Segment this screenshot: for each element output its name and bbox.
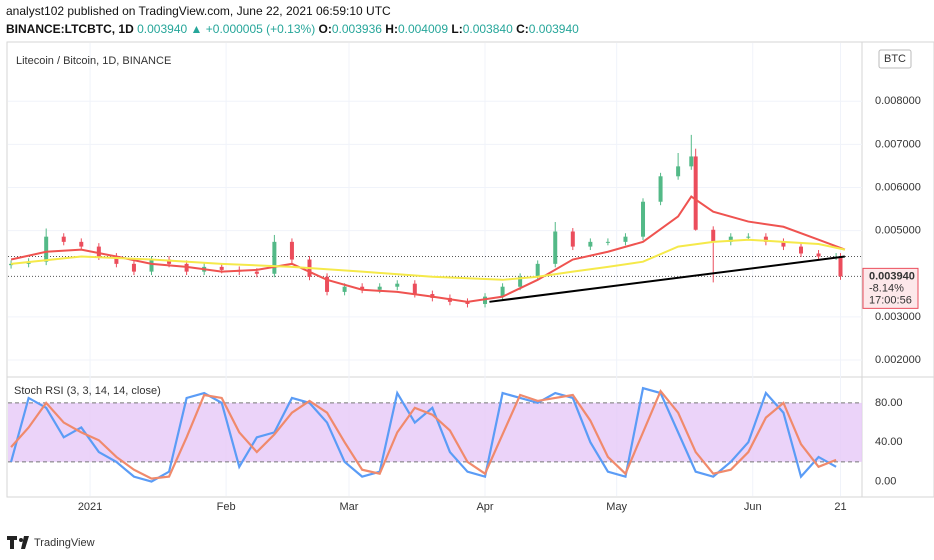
candle-body bbox=[689, 156, 694, 167]
currency[interactable]: BTC bbox=[884, 53, 906, 65]
candle-body bbox=[535, 263, 540, 277]
x-tick-label: Mar bbox=[340, 501, 359, 513]
y-tick-label: 40.00 bbox=[875, 436, 903, 448]
symbol: BINANCE:LTCBTC, 1D bbox=[6, 22, 134, 36]
currency-box[interactable] bbox=[878, 49, 912, 69]
price-timer: 17:00:56 bbox=[869, 294, 912, 306]
candle-body bbox=[711, 229, 716, 242]
candle-body bbox=[746, 236, 751, 238]
candle-body bbox=[623, 236, 628, 242]
y-tick-label: 0.002000 bbox=[875, 354, 921, 366]
candle-body bbox=[377, 286, 382, 290]
candle-body bbox=[676, 166, 681, 177]
frame bbox=[6, 41, 934, 498]
candle-body bbox=[518, 276, 523, 287]
x-tick-label: Apr bbox=[476, 501, 493, 513]
x-tick-label: May bbox=[606, 501, 627, 513]
candle-body bbox=[658, 176, 663, 202]
o-label: O: bbox=[319, 22, 332, 36]
trendline bbox=[489, 255, 846, 303]
candle-body bbox=[763, 236, 768, 242]
plot: 0.002000 0.003000 0.005000 0.006000 0.007000… bbox=[8, 43, 921, 513]
h: 0.004009 bbox=[398, 22, 448, 36]
y-tick-label: 0.003000 bbox=[875, 311, 921, 323]
candle-body bbox=[360, 286, 365, 290]
candle-body bbox=[588, 241, 593, 247]
candle-body bbox=[114, 256, 119, 264]
candle-body bbox=[728, 236, 733, 242]
x-tick-label: 2021 bbox=[78, 501, 102, 513]
candle-body bbox=[500, 286, 505, 297]
main-title: Litecoin / Bitcoin, 1D, BINANCE bbox=[16, 55, 171, 67]
last: 0.003940 bbox=[137, 22, 187, 36]
candle-body bbox=[96, 246, 101, 257]
o: 0.003936 bbox=[332, 22, 382, 36]
rsi-line bbox=[10, 388, 837, 480]
y-tick-label: 0.006000 bbox=[875, 181, 921, 193]
x-tick-label: Feb bbox=[217, 501, 236, 513]
candle-body bbox=[289, 241, 294, 260]
price-change: -8.14% bbox=[869, 282, 904, 294]
y-tick-label: 0.00 bbox=[875, 475, 896, 487]
candle-body bbox=[465, 301, 470, 304]
y-tick-label: 0.007000 bbox=[875, 138, 921, 150]
candle-body bbox=[799, 246, 803, 254]
candle-body bbox=[781, 241, 786, 247]
x-tick-label: 21 bbox=[834, 501, 846, 513]
candle-body bbox=[131, 263, 136, 272]
candle-body bbox=[483, 296, 488, 304]
candle-body bbox=[395, 283, 400, 287]
candle-body bbox=[254, 271, 259, 274]
candle-body bbox=[325, 276, 330, 292]
candle-body bbox=[816, 253, 821, 257]
candle-body bbox=[553, 231, 558, 264]
moving-average bbox=[10, 195, 846, 303]
candle-body bbox=[693, 156, 698, 230]
publish-line: analyst102 published on TradingView.com,… bbox=[6, 4, 391, 18]
y-tick-label: 0.005000 bbox=[875, 225, 921, 237]
c-label: C: bbox=[516, 22, 529, 36]
change: +0.000005 (+0.13%) bbox=[206, 22, 315, 36]
y-tick-label: 0.008000 bbox=[875, 95, 921, 107]
footer-brand: TradingView bbox=[34, 537, 95, 549]
candle-body bbox=[570, 231, 575, 247]
symbol-line: BINANCE:LTCBTC, 1D 0.003940 ▲ +0.000005 … bbox=[6, 22, 579, 36]
candle-body bbox=[641, 201, 646, 237]
candle-body bbox=[838, 256, 843, 277]
l: 0.003840 bbox=[463, 22, 513, 36]
candle-body bbox=[605, 241, 610, 243]
y-tick-label: 80.00 bbox=[875, 397, 903, 409]
x-tick-label: Jun bbox=[744, 501, 762, 513]
l-label: L: bbox=[451, 22, 462, 36]
candle-body bbox=[342, 286, 347, 292]
candle-body bbox=[149, 259, 154, 272]
candle-body bbox=[61, 236, 66, 242]
moving-average bbox=[10, 238, 846, 281]
candle-body bbox=[167, 259, 172, 264]
candle-body bbox=[219, 266, 224, 270]
candle-body bbox=[272, 241, 277, 274]
rsi-title: Stoch RSI (3, 3, 14, 14, close) bbox=[14, 385, 161, 397]
rsi-line bbox=[10, 386, 837, 483]
price-label-box bbox=[862, 267, 919, 309]
tv-logo bbox=[7, 536, 29, 549]
arrow: ▲ bbox=[191, 22, 203, 36]
candle-body bbox=[9, 263, 14, 266]
price-label: 0.003940 bbox=[869, 270, 915, 282]
candle-body bbox=[44, 236, 49, 262]
h-label: H: bbox=[385, 22, 398, 36]
candle-body bbox=[79, 241, 84, 247]
c: 0.003940 bbox=[529, 22, 579, 36]
candle-body bbox=[412, 283, 417, 295]
